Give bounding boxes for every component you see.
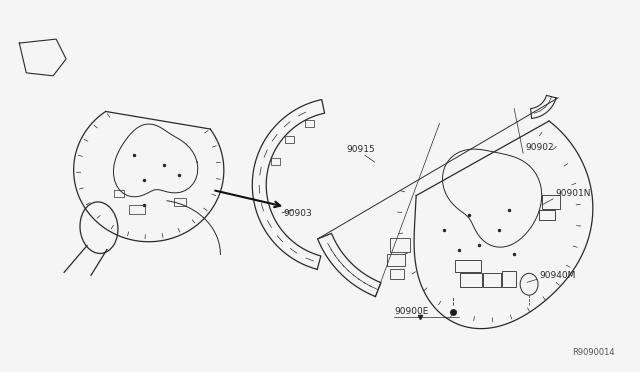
Bar — [114, 190, 124, 197]
Bar — [542, 195, 560, 209]
Bar — [390, 269, 404, 279]
Bar — [387, 254, 404, 266]
Bar — [129, 205, 145, 214]
Text: 90903: 90903 — [283, 209, 312, 218]
Bar — [305, 121, 314, 127]
Bar — [483, 273, 501, 287]
Bar — [285, 136, 294, 143]
Bar — [539, 210, 555, 220]
Text: R9090014: R9090014 — [572, 348, 614, 357]
Bar — [460, 273, 483, 287]
Text: 90940Μ: 90940Μ — [539, 271, 575, 280]
Bar — [390, 238, 410, 251]
Text: 90901Ν: 90901Ν — [555, 189, 591, 198]
Text: 90915: 90915 — [346, 145, 374, 154]
Bar — [271, 158, 280, 165]
Bar — [173, 198, 186, 206]
Text: 90902: 90902 — [525, 143, 554, 152]
Text: 90900Ε: 90900Ε — [395, 307, 429, 316]
Bar — [502, 271, 516, 287]
Bar — [456, 260, 481, 272]
